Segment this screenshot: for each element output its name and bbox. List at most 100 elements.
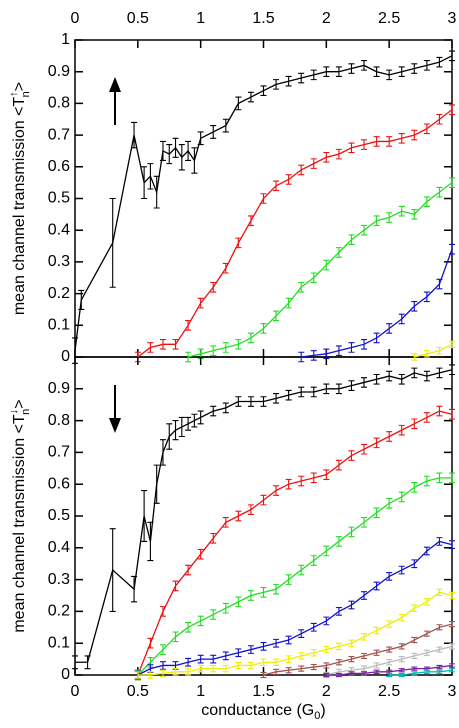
error-bar <box>398 132 405 144</box>
error-bar <box>159 606 166 617</box>
series-line <box>137 591 453 676</box>
error-bar <box>449 50 455 62</box>
error-bar <box>398 614 405 622</box>
error-bar <box>222 602 229 614</box>
error-bar <box>210 405 217 417</box>
error-bar <box>298 281 305 293</box>
error-bar <box>310 649 317 657</box>
error-bar <box>361 633 368 641</box>
error-bar <box>285 635 292 645</box>
error-bar <box>449 663 455 668</box>
x-tick-label: 1.5 <box>252 683 274 700</box>
error-bar <box>348 63 355 74</box>
error-bar <box>78 289 85 310</box>
x-tick-label: 2.5 <box>378 10 400 27</box>
error-bar <box>423 123 430 135</box>
error-bar <box>285 297 292 309</box>
error-bar <box>134 671 141 679</box>
error-bar <box>335 66 342 78</box>
series-line <box>137 109 453 358</box>
error-bar <box>398 656 405 663</box>
series-line <box>74 55 453 351</box>
y-tick-label: 0.2 <box>48 285 70 302</box>
error-bar <box>436 624 443 631</box>
error-bar <box>361 139 368 150</box>
error-bar <box>172 339 179 350</box>
error-bar <box>185 668 192 676</box>
error-bar <box>260 671 267 679</box>
error-bar <box>323 383 330 395</box>
error-bar <box>361 60 368 71</box>
error-bar <box>235 661 242 670</box>
error-bar <box>298 652 305 660</box>
error-bar <box>235 96 242 111</box>
error-bar <box>298 665 305 672</box>
label-sub: n <box>20 409 32 415</box>
error-bar <box>273 583 280 595</box>
error-bar <box>147 671 154 679</box>
error-bar <box>348 342 355 353</box>
error-bar <box>386 672 393 678</box>
error-bar <box>172 580 179 592</box>
error-bar <box>436 113 443 125</box>
y-tick-label: 0.4 <box>48 539 70 556</box>
error-bar <box>185 621 192 633</box>
error-bar <box>386 69 393 81</box>
error-bar <box>197 131 204 146</box>
error-bar <box>398 66 405 78</box>
error-bar <box>222 651 229 661</box>
error-bar <box>166 144 173 165</box>
error-bar <box>373 626 380 635</box>
label-sup: ↓ <box>8 409 20 415</box>
x-tick-label: 1.5 <box>252 10 274 27</box>
error-bar <box>273 485 280 496</box>
error-bar <box>235 339 242 350</box>
error-bar <box>285 478 292 490</box>
y-tick-label: 0.6 <box>48 475 70 492</box>
error-bar <box>153 464 160 504</box>
error-bar <box>235 396 242 407</box>
error-bar <box>423 370 430 382</box>
error-bar <box>210 345 217 356</box>
error-bar <box>373 581 380 591</box>
error-bar <box>335 247 342 258</box>
error-bar <box>373 215 380 226</box>
error-bar <box>449 540 455 549</box>
error-bar <box>141 166 148 200</box>
error-bar <box>449 408 455 420</box>
error-bar <box>348 600 355 610</box>
error-bar <box>159 439 166 466</box>
error-bar <box>436 664 443 670</box>
error-bar <box>411 636 418 644</box>
x-tick-label: 0.5 <box>127 683 149 700</box>
error-bar <box>386 212 393 223</box>
error-bar <box>235 237 242 249</box>
error-bar <box>335 148 342 160</box>
error-bar <box>310 555 317 566</box>
error-bar <box>185 351 192 363</box>
error-bar <box>398 373 405 385</box>
error-bar <box>185 140 192 162</box>
error-bar <box>411 652 418 660</box>
label-text: mean channel transmission <T <box>11 414 28 633</box>
y-tick-label: 0.5 <box>48 507 70 524</box>
error-bar <box>348 380 355 391</box>
error-bar <box>335 642 342 651</box>
error-bar <box>361 671 368 676</box>
series-line <box>137 540 453 676</box>
error-bar <box>131 575 138 603</box>
error-bar <box>197 654 204 664</box>
error-bar <box>191 147 198 174</box>
x-tick-label: 2.5 <box>378 683 400 700</box>
error-bar <box>285 75 292 87</box>
error-bar <box>310 622 317 632</box>
error-bar <box>423 196 430 207</box>
error-bar <box>423 291 430 303</box>
error-bar <box>247 504 254 515</box>
error-bar <box>235 510 242 522</box>
y-tick-label: 0.1 <box>48 317 70 334</box>
error-bar <box>247 215 254 226</box>
error-bar <box>298 386 305 398</box>
error-bar <box>273 180 280 192</box>
y-tick-label: 0.2 <box>48 603 70 620</box>
